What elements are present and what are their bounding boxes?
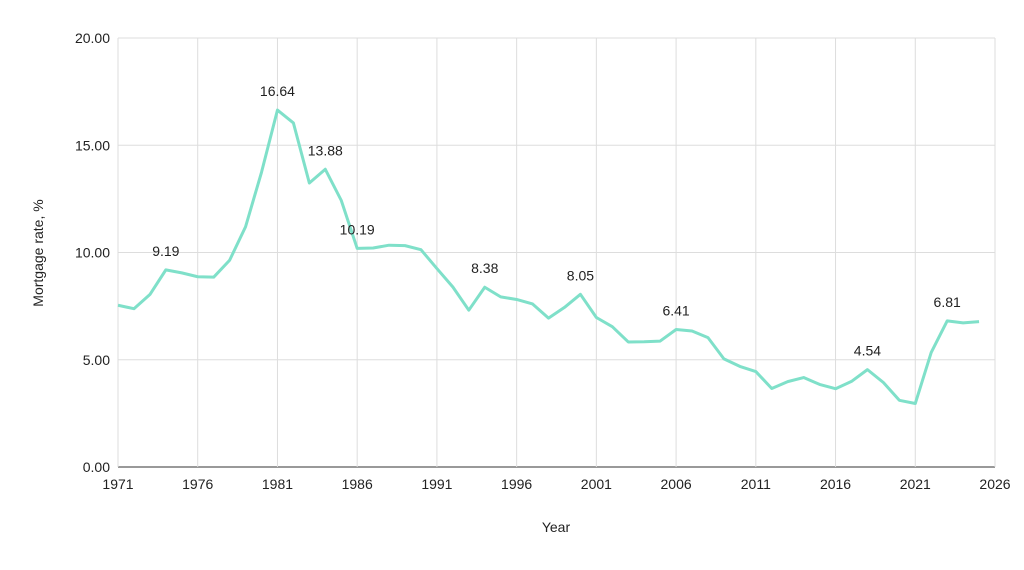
x-axis-ticks: 1971 1976 1981 1986 1991 1996 2001 2006 2011 2016… — [102, 476, 1010, 492]
data-label: 4.54 — [854, 343, 881, 359]
grid — [117, 37, 996, 468]
x-tick-label: 2006 — [661, 476, 692, 492]
x-tick-label: 2001 — [581, 476, 612, 492]
series-line — [117, 108, 980, 406]
x-tick-label: 2016 — [820, 476, 851, 492]
x-tick-label: 1986 — [342, 476, 373, 492]
y-tick-label: 15.00 — [75, 137, 110, 153]
data-label: 6.81 — [934, 294, 961, 310]
y-tick-label: 20.00 — [75, 30, 110, 46]
data-label: 13.88 — [308, 142, 343, 158]
x-tick-label: 1976 — [182, 476, 213, 492]
data-label: 16.64 — [260, 83, 295, 99]
data-label: 9.19 — [152, 243, 179, 259]
data-label: 10.19 — [340, 221, 375, 237]
data-labels: 9.19 16.64 13.88 10.19 8.38 8.05 6.41 4.54 6.81 — [152, 83, 961, 359]
x-axis-label: Year — [542, 519, 571, 535]
y-tick-label: 10.00 — [75, 245, 110, 261]
y-tick-label: 0.00 — [83, 459, 110, 475]
x-tick-label: 1981 — [262, 476, 293, 492]
y-tick-label: 5.00 — [83, 352, 110, 368]
y-axis-ticks: 0.00 5.00 10.00 15.00 20.00 — [75, 30, 110, 475]
data-label: 8.05 — [567, 267, 594, 283]
y-axis-label: Mortgage rate, % — [30, 199, 46, 306]
x-tick-label: 2026 — [979, 476, 1010, 492]
x-tick-label: 1991 — [421, 476, 452, 492]
data-label: 6.41 — [662, 303, 689, 319]
x-tick-label: 2021 — [900, 476, 931, 492]
data-label: 8.38 — [471, 260, 498, 276]
x-tick-label: 2011 — [741, 476, 771, 492]
x-tick-label: 1996 — [501, 476, 532, 492]
x-tick-label: 1971 — [102, 476, 133, 492]
